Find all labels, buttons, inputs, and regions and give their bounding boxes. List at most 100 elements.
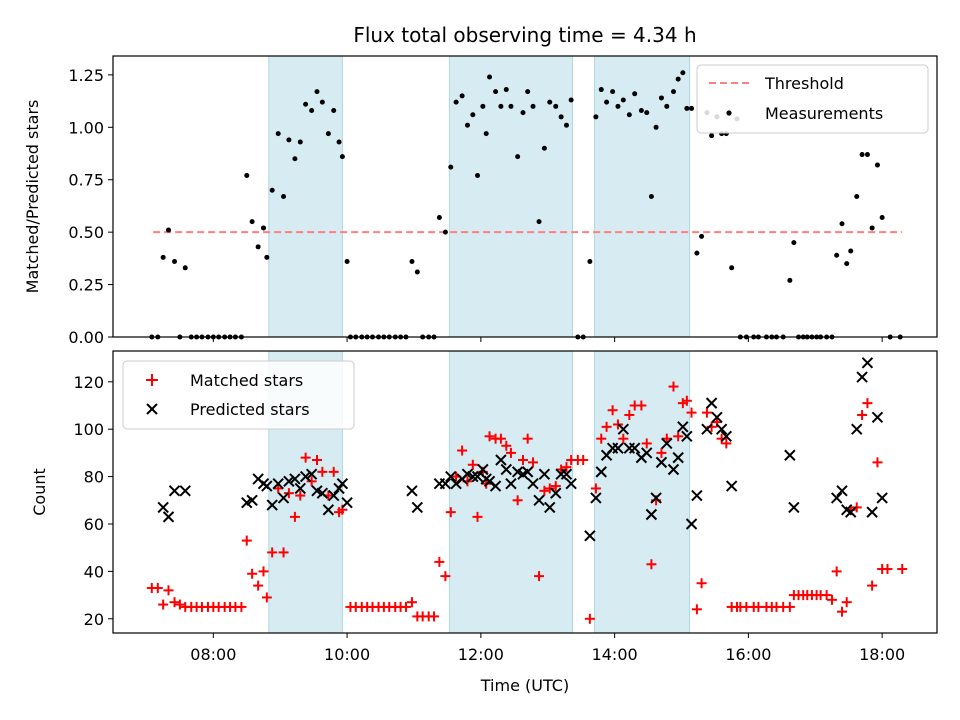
measurement-point bbox=[536, 219, 542, 225]
predicted-star-point bbox=[681, 430, 693, 443]
matched-star-point bbox=[872, 457, 883, 468]
matched-star-point bbox=[539, 485, 550, 496]
measurement-point bbox=[470, 112, 476, 118]
measurement-point bbox=[448, 164, 454, 170]
matched-star-point bbox=[241, 535, 252, 546]
measurement-point bbox=[483, 131, 489, 137]
ratio-legend-box bbox=[696, 64, 929, 134]
ratio-legend: Threshold Measurements bbox=[696, 64, 929, 134]
ratio-y-tick-label: 1.00 bbox=[68, 118, 104, 137]
matched-star-point bbox=[406, 597, 417, 608]
count-legend-box bbox=[122, 360, 355, 430]
measurement-point bbox=[558, 114, 564, 120]
matched-star-point bbox=[821, 590, 832, 601]
matched-star-point bbox=[522, 433, 533, 444]
measurement-point bbox=[275, 131, 281, 137]
predicted-star-point bbox=[505, 477, 517, 490]
predicted-star-point bbox=[157, 501, 169, 514]
count-legend: Matched stars Predicted stars bbox=[122, 360, 355, 430]
count-y-ticks: 20 40 60 80 100 120 bbox=[73, 373, 113, 629]
measurement-point bbox=[409, 259, 415, 265]
matched-star-point bbox=[596, 433, 607, 444]
matched-star-point bbox=[784, 601, 795, 612]
matched-star-point bbox=[517, 455, 528, 466]
predicted-star-point bbox=[641, 447, 653, 459]
predicted-star-point bbox=[590, 492, 602, 504]
predicted-star-point bbox=[277, 492, 290, 504]
measurement-point bbox=[515, 154, 521, 160]
ratio-shaded-intervals bbox=[268, 55, 691, 338]
predicted-star-point bbox=[871, 411, 884, 424]
measurement-point bbox=[297, 139, 303, 145]
matched-star-point bbox=[152, 582, 163, 593]
matched-star-point bbox=[867, 580, 878, 591]
count-y-tick-label: 100 bbox=[73, 420, 104, 439]
count-panel: 20 40 60 80 100 120 08:00 10:00 12:00 14:00 16:00… bbox=[30, 350, 938, 664]
measurement-point bbox=[598, 87, 604, 93]
ratio-shaded-interval bbox=[448, 55, 573, 338]
matched-star-point bbox=[721, 438, 732, 449]
measurement-point bbox=[684, 105, 690, 111]
measurement-point bbox=[694, 250, 700, 256]
matched-star-point bbox=[267, 547, 278, 558]
measurement-point bbox=[166, 227, 172, 233]
predicted-legend-swatch bbox=[146, 403, 158, 415]
predicted-star-point bbox=[439, 477, 452, 490]
matched-star-point bbox=[457, 445, 468, 456]
measurement-point bbox=[563, 122, 569, 128]
predicted-star-point bbox=[628, 442, 641, 454]
measurement-point bbox=[615, 103, 621, 109]
matched-star-point bbox=[612, 419, 623, 430]
predicted-star-point bbox=[533, 494, 545, 507]
matched-star-point bbox=[163, 585, 174, 596]
ratio-y-tick-label: 0.00 bbox=[68, 328, 104, 347]
x-tick-label: 12:00 bbox=[458, 645, 504, 664]
ratio-panel-frame bbox=[112, 55, 938, 338]
measurement-point bbox=[859, 152, 865, 158]
count-points bbox=[146, 357, 908, 624]
predicted-star-point bbox=[725, 480, 738, 492]
ratio-shaded-interval bbox=[594, 55, 691, 338]
measurement-point bbox=[172, 259, 178, 265]
measurement-point bbox=[670, 89, 676, 95]
matched-star-point bbox=[528, 457, 539, 468]
measurement-point bbox=[303, 101, 309, 107]
measurement-point bbox=[269, 187, 275, 193]
matched-star-point bbox=[578, 455, 589, 466]
predicted-star-point bbox=[289, 473, 301, 485]
predicted-star-point bbox=[168, 485, 181, 497]
matched-star-point bbox=[236, 601, 247, 612]
matched-star-point bbox=[686, 407, 697, 418]
predicted-star-point bbox=[406, 485, 418, 497]
matched-star-point bbox=[696, 578, 707, 589]
matched-star-point bbox=[691, 604, 702, 615]
measurement-point bbox=[493, 89, 499, 95]
measurement-point bbox=[292, 156, 298, 162]
measurement-point bbox=[839, 221, 845, 227]
predicted-star-point bbox=[595, 466, 607, 478]
predicted-star-point bbox=[538, 468, 551, 480]
measurement-point bbox=[787, 277, 793, 283]
chart-title: Flux total observing time = 4.34 h bbox=[353, 23, 696, 47]
predicted-star-point bbox=[720, 430, 733, 443]
ratio-y-tick-label: 0.25 bbox=[68, 276, 104, 295]
measurement-point bbox=[541, 145, 547, 151]
matched-star-point bbox=[289, 511, 300, 522]
matched-star-point bbox=[247, 568, 258, 579]
predicted-star-point bbox=[294, 482, 306, 495]
matched-star-point bbox=[253, 580, 264, 591]
measurement-point bbox=[325, 131, 331, 137]
matched-star-point bbox=[590, 483, 601, 494]
predicted-star-point bbox=[471, 470, 484, 483]
measurement-point bbox=[255, 244, 261, 250]
ratio-y-tick-label: 1.25 bbox=[68, 66, 104, 85]
predicted-star-point bbox=[685, 518, 698, 530]
matched-star-point bbox=[826, 594, 837, 605]
predicted-star-point bbox=[527, 477, 539, 490]
measurement-point bbox=[436, 214, 442, 220]
matched-legend-label: Matched stars bbox=[190, 371, 303, 390]
predicted-star-point bbox=[661, 437, 673, 450]
measurement-point bbox=[729, 265, 735, 271]
threshold-legend-label: Threshold bbox=[764, 74, 844, 93]
measurement-point bbox=[587, 259, 593, 265]
